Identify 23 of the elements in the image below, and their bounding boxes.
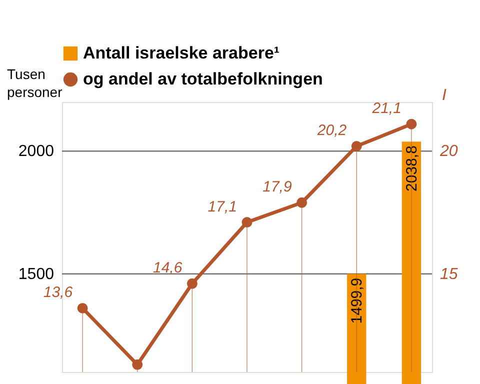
y-tick-label: 2000 — [18, 143, 54, 160]
point — [132, 359, 143, 370]
y2-tick-label: 15 — [440, 266, 458, 283]
data-label: 17,9 — [262, 178, 292, 196]
point — [351, 140, 362, 152]
data-label: 2038,8 — [403, 146, 420, 192]
y2-tick-label: 20 — [439, 143, 458, 160]
data-label: 13,6 — [43, 284, 74, 302]
data-label: 17,1 — [208, 198, 237, 216]
y2-axis-title: I — [442, 87, 447, 104]
point — [242, 217, 252, 228]
data-label: 20,2 — [316, 122, 348, 140]
point — [296, 197, 308, 208]
legend-label: Antall israelske arabere¹ — [83, 44, 280, 62]
point — [186, 278, 198, 289]
data-label: 21,1 — [371, 100, 402, 118]
legend-label: og andel av totalbefolkningen — [83, 70, 323, 88]
y-axis-title: Tusen personer — [7, 66, 63, 100]
data-label: 1499,9 — [348, 278, 366, 324]
point — [77, 302, 88, 314]
point — [406, 118, 417, 130]
y-tick-label: 1500 — [18, 266, 54, 283]
data-label: 14,6 — [152, 260, 183, 277]
